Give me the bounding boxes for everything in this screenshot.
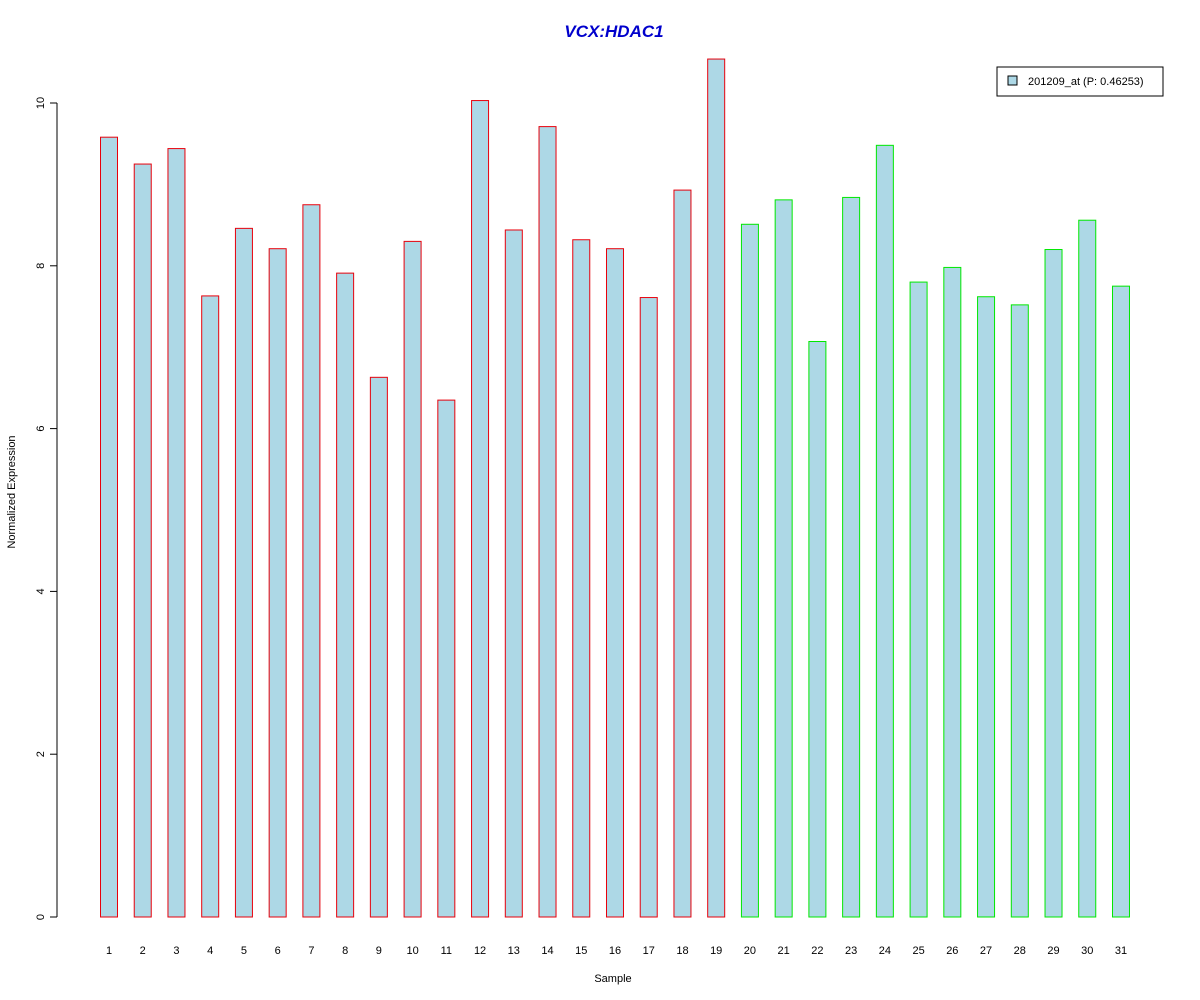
bar: [943, 266, 962, 918]
bar: [133, 163, 152, 918]
legend-box: [996, 66, 1164, 97]
bar: [875, 144, 894, 918]
bar: [639, 297, 658, 918]
bar: [268, 248, 287, 918]
legend-entry-label: 201209_at (P: 0.46253): [1028, 76, 1144, 88]
x-tick-label: 15: [575, 945, 587, 957]
x-tick-label: 25: [912, 945, 924, 957]
bar: [909, 281, 928, 918]
bar: [471, 100, 490, 918]
x-tick-label: 28: [1014, 945, 1026, 957]
bar: [605, 248, 624, 918]
bar: [1111, 285, 1130, 918]
x-tick-label: 24: [879, 945, 891, 957]
bar: [808, 341, 827, 918]
x-tick-label: 1: [106, 945, 112, 957]
x-tick-label: 7: [308, 945, 314, 957]
x-tick-label: 12: [474, 945, 486, 957]
x-tick-label: 31: [1115, 945, 1127, 957]
bar: [572, 239, 591, 918]
y-tick-label: 0: [35, 914, 47, 920]
bar: [167, 148, 186, 918]
x-tick-label: 16: [609, 945, 621, 957]
legend: 201209_at (P: 0.46253): [996, 66, 1164, 97]
y-axis: 0 2 4 6 8 10: [35, 97, 58, 920]
x-tick-label: 5: [241, 945, 247, 957]
bar: [302, 204, 321, 918]
bar: [673, 189, 692, 918]
x-tick-label: 19: [710, 945, 722, 957]
y-axis-label: Normalized Expression: [6, 435, 18, 548]
bar: [977, 296, 996, 918]
x-tick-label: 8: [342, 945, 348, 957]
bar: [504, 229, 523, 918]
bar: [1078, 219, 1097, 918]
bar: [437, 399, 456, 918]
bar: [1010, 304, 1029, 918]
x-tick-label: 14: [541, 945, 553, 957]
x-tick-label: 6: [275, 945, 281, 957]
x-tick-label: 9: [376, 945, 382, 957]
bar: [740, 223, 759, 918]
bar: [100, 136, 118, 918]
x-tick-label: 17: [643, 945, 655, 957]
x-axis-label: Sample: [594, 973, 631, 985]
x-tick-label: 26: [946, 945, 958, 957]
bar: [201, 295, 220, 918]
legend-swatch: [1007, 75, 1018, 86]
y-tick-label: 8: [35, 263, 47, 269]
bar: [842, 196, 861, 918]
x-tick-label: 23: [845, 945, 857, 957]
bar: [234, 227, 253, 918]
x-tick-labels: 1 2 3 4 5 6 7 8 9 10 11 12 13 14 15 16 17 18 19 20 21 22 23 24 2…: [106, 945, 1127, 957]
y-tick-label: 6: [35, 426, 47, 432]
y-tick-label: 10: [35, 97, 47, 109]
bar: [707, 58, 726, 918]
x-tick-label: 10: [406, 945, 418, 957]
bar: [403, 240, 422, 918]
x-tick-label: 29: [1047, 945, 1059, 957]
bar: [1044, 249, 1063, 918]
bar: [774, 199, 793, 918]
x-tick-label: 22: [811, 945, 823, 957]
x-tick-label: 3: [173, 945, 179, 957]
x-tick-label: 20: [744, 945, 756, 957]
y-tick-label: 2: [35, 751, 47, 757]
x-tick-label: 13: [508, 945, 520, 957]
bar: [336, 272, 355, 918]
x-tick-label: 2: [140, 945, 146, 957]
x-tick-label: 18: [676, 945, 688, 957]
bar: [538, 126, 557, 918]
x-tick-label: 11: [441, 945, 452, 957]
y-tick-label: 4: [35, 588, 47, 594]
x-tick-label: 21: [778, 945, 790, 957]
chart-title: VCX:HDAC1: [564, 22, 663, 41]
bars: [100, 58, 1130, 918]
x-tick-label: 27: [980, 945, 992, 957]
x-tick-label: 30: [1081, 945, 1093, 957]
bar: [369, 376, 388, 918]
x-tick-label: 4: [207, 945, 213, 957]
